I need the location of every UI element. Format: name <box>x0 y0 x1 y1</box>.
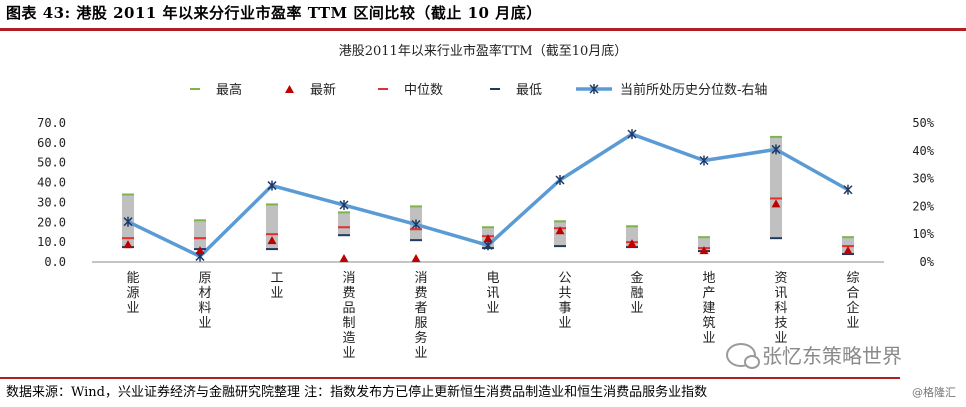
latest-mark <box>555 226 565 235</box>
percentile-point <box>339 200 349 211</box>
legend-label: 当前所处历史分位数-右轴 <box>620 82 767 98</box>
y-right-tick-label: 30% <box>912 172 934 186</box>
wechat-icon <box>726 342 760 369</box>
latest-mark <box>195 246 205 255</box>
legend-label: 中位数 <box>404 83 443 98</box>
y-left-tick-label: 10.0 <box>37 235 66 249</box>
percentile-point <box>771 144 781 155</box>
watermark: 张忆东策略世界 <box>726 340 902 369</box>
latest-mark <box>699 246 709 255</box>
percentile-point <box>627 129 637 140</box>
axes: 0.0 10.0 20.0 30.0 40.0 50.0 60.0 70.0 0% 10% 20% 3… <box>37 116 935 269</box>
badge: @格隆汇 <box>912 386 956 399</box>
percentile-point <box>555 174 565 185</box>
percentile-point <box>123 216 133 227</box>
legend-label: 最低 <box>516 83 542 98</box>
percentile-line <box>123 129 853 262</box>
range-bar <box>338 212 350 236</box>
range-bars <box>122 136 854 255</box>
top-rule <box>0 28 966 31</box>
category-label: 电讯业 <box>486 271 499 316</box>
category-label: 金融业 <box>630 270 643 316</box>
category-label: 资讯科技业 <box>774 271 787 346</box>
percentile-point <box>411 219 421 230</box>
y-left-tick-label: 20.0 <box>37 215 66 229</box>
latest-mark <box>771 199 781 208</box>
y-left-tick-label: 70.0 <box>37 116 66 130</box>
chart-title: 港股2011年以来行业市盈率TTM（截至10月底） <box>339 43 628 59</box>
bottom-rule <box>0 377 900 379</box>
watermark-text: 张忆东策略世界 <box>762 344 902 368</box>
figure-title: 图表 43: 港股 2011 年以来分行业市盈率 TTM 区间比较（截止 10 … <box>6 4 542 22</box>
legend: 最高 最新 中位数 最低 当前所处历史分位数-右轴 <box>190 82 767 98</box>
percentile-point <box>843 184 853 195</box>
y-left-tick-label: 50.0 <box>37 156 66 170</box>
latest-mark <box>843 246 853 255</box>
percentile-point <box>267 180 277 191</box>
legend-latest-swatch <box>285 85 294 93</box>
y-left-tick-label: 0.0 <box>44 255 66 269</box>
category-label: 消费者服务业 <box>414 271 427 361</box>
category-label: 消费品制造业 <box>342 271 355 361</box>
y-right-tick-label: 50% <box>912 116 934 130</box>
latest-mark <box>267 236 277 245</box>
category-label: 工业 <box>270 271 283 301</box>
category-label: 能源业 <box>126 271 139 316</box>
latest-mark <box>627 239 637 248</box>
latest-mark <box>411 254 421 262</box>
category-label: 地产建筑业 <box>702 271 715 346</box>
y-right-tick-label: 40% <box>912 144 934 158</box>
category-label: 综合企业 <box>846 271 859 331</box>
legend-label: 最高 <box>216 82 242 98</box>
category-label: 公共事业 <box>558 271 571 331</box>
y-left-tick-label: 30.0 <box>37 195 66 209</box>
percentile-point <box>699 155 709 166</box>
markers <box>122 135 854 262</box>
y-left-tick-label: 40.0 <box>37 176 66 190</box>
latest-mark <box>339 254 349 262</box>
source-note: 数据来源：Wind，兴业证券经济与金融研究院整理 注：指数发布方已停止更新恒生消… <box>6 385 708 400</box>
legend-label: 最新 <box>310 82 336 98</box>
range-bar <box>194 220 206 250</box>
category-labels: 能源业 原材料业 工业 消费品制造业 消费者服务业 电讯业 公共事业 金融业 地产建筑业 资讯科技… <box>126 270 859 361</box>
y-right-tick-label: 0% <box>920 255 935 269</box>
y-right-tick-label: 10% <box>912 227 934 241</box>
latest-mark <box>123 240 133 249</box>
category-label: 原材料业 <box>198 271 211 331</box>
range-bar <box>770 136 782 239</box>
y-left-tick-label: 60.0 <box>37 136 66 150</box>
range-bar <box>266 204 278 250</box>
latest-mark <box>483 234 493 243</box>
y-right-tick-label: 20% <box>912 199 934 213</box>
